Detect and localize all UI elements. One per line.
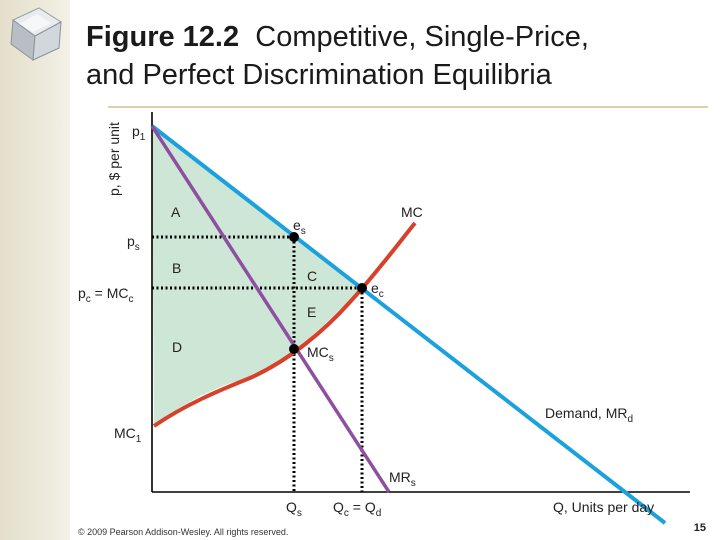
sidebar-strip [0,0,70,540]
y-axis-label: p, $ per unit [106,122,122,196]
title-line-1: Competitive, Single-Price, [255,21,589,53]
mc1-label: MC1 [114,425,142,445]
mr-curve [150,125,391,493]
surplus-area [152,126,362,426]
slide-number: 15 [693,522,706,534]
qc-label: Qc = Qd [333,499,381,519]
p1-label: p1 [132,123,146,143]
ec-point [357,283,367,293]
area-c-label: C [307,268,317,284]
glass-cube-icon [10,7,62,61]
ps-label: ps [127,233,140,253]
title-figure-number: Figure 12.2 [86,21,240,53]
area-e-label: E [307,304,316,320]
ec-label: ec [371,280,384,300]
mrs-label: MRs [389,469,416,489]
demand-label: Demand, MRd [545,405,633,425]
area-b-label: B [172,260,181,276]
es-label: es [293,217,306,237]
copyright-notice: © 2009 Pearson Addison-Wesley. All right… [78,527,289,537]
mc-label: MC [401,204,423,220]
mcs-label: MCs [307,344,334,364]
pc-label: pc = MCc [78,285,134,305]
title-divider [108,106,708,108]
es-point [289,232,299,242]
area-a-label: A [171,204,181,220]
mcs-point [289,344,299,354]
qs-label: Qs [286,499,302,519]
mc-curve [152,221,417,428]
slide-title: Figure 12.2 Competitive, Single-Price, a… [86,18,706,94]
demand-curve [150,124,667,525]
x-axis-label: Q, Units per day [553,499,654,515]
area-d-label: D [172,339,182,355]
title-line-2: and Perfect Discrimination Equilibria [86,59,552,91]
